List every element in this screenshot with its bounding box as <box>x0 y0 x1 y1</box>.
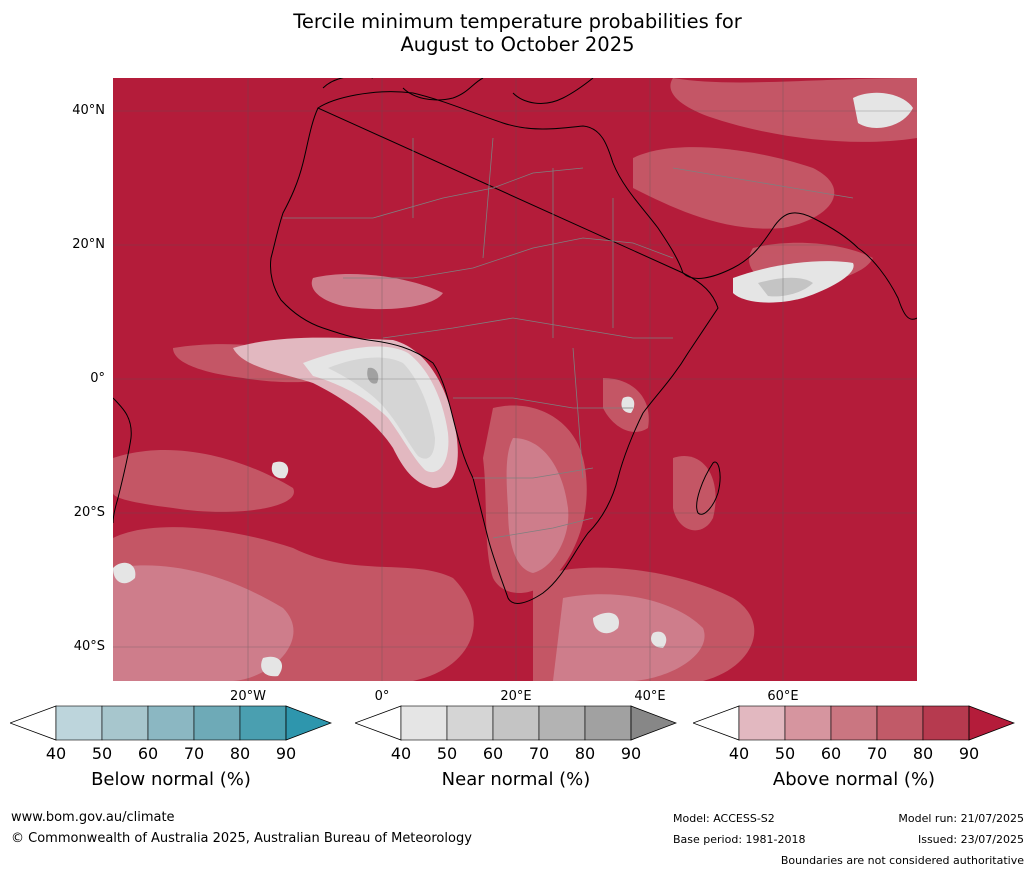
lon-label-40e: 40°E <box>634 689 666 704</box>
cb-below-swatch-70 <box>193 705 241 741</box>
lon-label-60e: 60°E <box>767 689 799 704</box>
cb-near-swatch-80 <box>584 705 632 741</box>
colorbar-below-normal <box>10 705 332 741</box>
cb-below-swatch-50 <box>101 705 149 741</box>
cb-near-tick: 70 <box>528 744 550 763</box>
cb-near-tick: 40 <box>390 744 412 763</box>
near-normal-area-arabian-sea <box>733 261 854 303</box>
cb-above-swatch-80 <box>922 705 970 741</box>
footer-model-run: Model run: 21/07/2025 <box>898 812 1024 825</box>
footer-copyright: © Commonwealth of Australia 2025, Austra… <box>11 831 472 846</box>
footer-issued: Issued: 23/07/2025 <box>917 833 1024 846</box>
cb-above-arrow-high <box>968 705 1015 741</box>
cb-near-tick: 60 <box>482 744 504 763</box>
lon-label-20w: 20°W <box>230 689 266 704</box>
cb-above-tick: 50 <box>774 744 796 763</box>
cb-above-swatch-70 <box>876 705 924 741</box>
cb-near-swatch-50 <box>446 705 494 741</box>
cb-below-tick: 90 <box>275 744 297 763</box>
cb-near-tick: 80 <box>574 744 596 763</box>
cb-below-arrow-low <box>10 705 57 741</box>
title-line-2: August to October 2025 <box>400 33 635 56</box>
lat-label-0: 0° <box>90 371 105 386</box>
cb-above-tick: 90 <box>958 744 980 763</box>
title-line-1: Tercile minimum temperature probabilitie… <box>293 10 742 33</box>
cb-above-tick: 80 <box>912 744 934 763</box>
footer-base-period: Base period: 1981-2018 <box>673 833 806 846</box>
cb-above-swatch-50 <box>784 705 832 741</box>
cb-near-tick: 50 <box>436 744 458 763</box>
cb-above-arrow-low <box>693 705 740 741</box>
colorbar-near-normal <box>355 705 677 741</box>
cb-below-title: Below normal (%) <box>91 769 251 790</box>
cb-near-swatch-40 <box>400 705 448 741</box>
colorbar-above-normal <box>693 705 1015 741</box>
cb-below-swatch-60 <box>147 705 195 741</box>
graticule-lines <box>113 78 917 681</box>
lat-label-20s: 20°S <box>73 505 105 520</box>
near-normal-small-patches <box>113 92 913 677</box>
lat-label-40s: 40°S <box>73 639 105 654</box>
lat-label-20n: 20°N <box>72 237 105 252</box>
footer-url[interactable]: www.bom.gov.au/climate <box>11 810 175 825</box>
footer-model: Model: ACCESS-S2 <box>673 812 775 825</box>
cb-below-swatch-80 <box>239 705 287 741</box>
cb-near-title: Near normal (%) <box>441 769 591 790</box>
above-normal-lower-prob-areas <box>113 78 917 681</box>
cb-near-arrow-high <box>630 705 677 741</box>
lat-label-40n: 40°N <box>72 103 105 118</box>
coastlines <box>113 78 917 604</box>
cb-below-arrow-high <box>285 705 332 741</box>
cb-below-tick: 50 <box>91 744 113 763</box>
map-title: Tercile minimum temperature probabilitie… <box>0 10 1035 56</box>
footer-disclaimer: Boundaries are not considered authoritat… <box>780 854 1024 867</box>
near-normal-area-atlantic <box>233 337 458 488</box>
cb-above-tick: 60 <box>820 744 842 763</box>
cb-below-tick: 80 <box>229 744 251 763</box>
cb-below-swatch-40 <box>55 705 103 741</box>
country-boundaries <box>283 137 854 539</box>
cb-near-arrow-low <box>355 705 402 741</box>
cb-below-tick: 40 <box>45 744 67 763</box>
lon-label-20e: 20°E <box>500 689 532 704</box>
cb-above-swatch-40 <box>738 705 786 741</box>
cb-above-tick: 70 <box>866 744 888 763</box>
cb-above-title: Above normal (%) <box>772 769 936 790</box>
cb-near-swatch-60 <box>492 705 540 741</box>
cb-below-tick: 70 <box>183 744 205 763</box>
probability-map <box>113 78 917 681</box>
cb-below-tick: 60 <box>137 744 159 763</box>
cb-above-tick: 40 <box>728 744 750 763</box>
lon-label-0: 0° <box>374 689 390 704</box>
cb-near-tick: 90 <box>620 744 642 763</box>
cb-above-swatch-60 <box>830 705 878 741</box>
cb-near-swatch-70 <box>538 705 586 741</box>
